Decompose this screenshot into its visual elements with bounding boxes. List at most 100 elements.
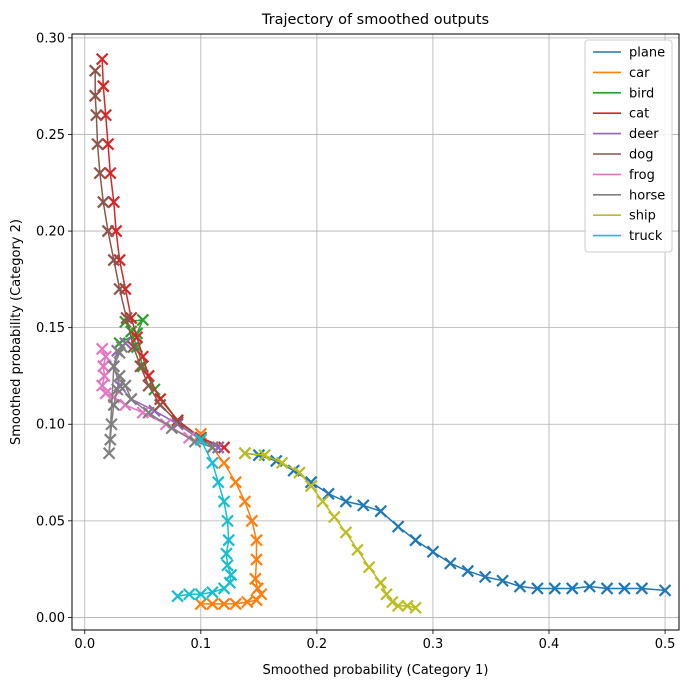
data-point-plane bbox=[496, 574, 509, 588]
data-point-deer bbox=[171, 417, 184, 431]
data-point-dog bbox=[101, 224, 115, 238]
data-point-plane bbox=[426, 545, 440, 559]
legend-label-cat: cat bbox=[629, 107, 649, 122]
data-point-horse bbox=[115, 340, 129, 354]
data-point-truck bbox=[194, 587, 208, 601]
data-point-bird bbox=[148, 383, 161, 396]
data-point-truck bbox=[221, 514, 234, 528]
data-point-plane bbox=[339, 495, 353, 508]
y-tick-label: 0.00 bbox=[36, 611, 65, 626]
data-point-truck bbox=[211, 475, 225, 489]
data-point-horse bbox=[206, 441, 219, 454]
series-dog bbox=[88, 64, 219, 454]
data-point-bird bbox=[136, 313, 150, 327]
data-point-cat bbox=[136, 350, 150, 363]
series-plane bbox=[238, 446, 672, 597]
data-point-dog bbox=[88, 64, 102, 77]
legend-label-truck: truck bbox=[629, 229, 663, 244]
data-point-ship bbox=[304, 479, 318, 493]
data-point-car bbox=[249, 572, 262, 586]
data-point-dog bbox=[153, 398, 167, 412]
data-point-horse bbox=[113, 369, 126, 383]
data-point-ship bbox=[238, 446, 252, 460]
x-tick-label: 0.5 bbox=[655, 637, 676, 652]
data-point-plane bbox=[635, 582, 649, 595]
legend: plane car bird cat deer dog frog horse ship truck bbox=[584, 39, 673, 253]
data-point-dog bbox=[97, 195, 110, 209]
data-point-truck bbox=[220, 547, 233, 560]
data-point-dog bbox=[107, 253, 121, 267]
data-point-horse bbox=[142, 406, 155, 419]
data-point-plane bbox=[478, 570, 492, 584]
data-point-truck bbox=[171, 589, 184, 603]
data-point-truck bbox=[221, 559, 234, 572]
y-tick-label: 0.25 bbox=[36, 128, 65, 143]
data-point-car bbox=[250, 593, 263, 607]
data-point-ship bbox=[275, 456, 289, 470]
legend-label-plane: plane bbox=[629, 46, 665, 61]
data-point-truck bbox=[206, 586, 219, 599]
data-point-cat bbox=[99, 108, 112, 122]
data-point-dog bbox=[113, 282, 126, 296]
y-tick-label: 0.15 bbox=[36, 321, 65, 336]
data-point-plane bbox=[513, 580, 527, 593]
data-point-plane bbox=[565, 582, 579, 595]
legend-label-frog: frog bbox=[629, 168, 655, 183]
x-tick-label: 0.0 bbox=[74, 637, 95, 652]
data-point-plane bbox=[658, 584, 672, 597]
data-point-bird bbox=[130, 327, 144, 340]
series-ship bbox=[238, 446, 422, 615]
data-point-car bbox=[194, 597, 208, 611]
data-point-truck bbox=[222, 533, 235, 547]
plot-area bbox=[88, 52, 672, 615]
data-point-ship bbox=[328, 510, 341, 524]
data-point-ship bbox=[316, 495, 329, 508]
data-point-ship bbox=[391, 599, 405, 613]
legend-label-bird: bird bbox=[629, 86, 654, 101]
data-point-truck bbox=[182, 587, 196, 601]
data-point-frog bbox=[95, 379, 109, 392]
data-point-plane bbox=[444, 557, 457, 570]
data-point-plane bbox=[600, 582, 614, 595]
data-point-car bbox=[251, 582, 264, 595]
data-point-frog bbox=[95, 342, 109, 356]
series-truck bbox=[171, 433, 238, 603]
data-point-car bbox=[250, 553, 263, 566]
y-tick-label: 0.20 bbox=[36, 225, 65, 240]
legend-label-ship: ship bbox=[629, 209, 656, 224]
data-point-dog bbox=[142, 379, 155, 392]
data-point-plane bbox=[304, 475, 318, 489]
data-point-cat bbox=[101, 137, 115, 151]
data-point-horse bbox=[165, 421, 179, 435]
data-point-plane bbox=[322, 487, 335, 501]
data-point-cat bbox=[107, 195, 121, 209]
data-point-car bbox=[229, 597, 242, 611]
x-tick-label: 0.4 bbox=[539, 637, 560, 652]
data-point-ship bbox=[351, 543, 364, 557]
y-tick-label: 0.10 bbox=[36, 418, 65, 433]
data-point-car bbox=[217, 597, 231, 611]
data-point-truck bbox=[206, 456, 219, 470]
data-point-horse bbox=[104, 433, 117, 446]
data-point-plane bbox=[409, 533, 422, 547]
data-point-car bbox=[238, 495, 252, 508]
y-axis-label: Smoothed probability (Category 2) bbox=[9, 219, 24, 445]
data-point-horse bbox=[107, 360, 121, 373]
data-point-ship bbox=[386, 595, 399, 609]
legend-label-dog: dog bbox=[629, 148, 653, 163]
data-point-horse bbox=[110, 383, 124, 396]
data-point-ship bbox=[362, 560, 376, 574]
chart-title: Trajectory of smoothed outputs bbox=[261, 12, 489, 28]
data-point-cat bbox=[130, 331, 144, 344]
data-point-frog bbox=[97, 360, 110, 373]
x-axis-label: Smoothed probability (Category 1) bbox=[263, 663, 489, 678]
legend-label-car: car bbox=[629, 66, 650, 81]
data-point-ship bbox=[339, 526, 353, 539]
data-point-horse bbox=[107, 398, 121, 412]
data-point-frog bbox=[99, 387, 112, 400]
data-point-truck bbox=[217, 582, 231, 595]
legend-label-deer: deer bbox=[629, 127, 659, 142]
data-point-horse bbox=[124, 392, 138, 406]
